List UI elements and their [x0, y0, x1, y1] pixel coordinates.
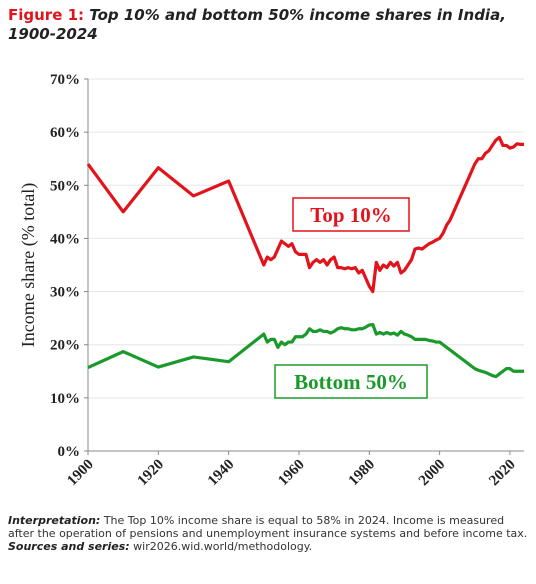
label-box: [292, 197, 410, 232]
notes: Interpretation: The Top 10% income share…: [8, 514, 528, 553]
title: Figure 1: Top 10% and bottom 50% income …: [8, 6, 508, 44]
source-label: Sources and series:: [8, 540, 130, 553]
x-tick-label: 1900: [64, 457, 97, 490]
y-tick-label: 0%: [58, 444, 81, 460]
series-line: [87, 322, 524, 379]
title-prefix: Figure 1:: [8, 6, 85, 24]
series-label: Top 10%: [310, 203, 392, 227]
x-tick-label: 1940: [205, 457, 238, 490]
source: wir2026.wid.world/methodology.: [133, 540, 313, 553]
x-tick-label: 1980: [346, 457, 379, 490]
y-tick-label: 20%: [50, 338, 80, 354]
label-box: [274, 364, 428, 399]
y-axis-label: Income share (% total): [18, 183, 39, 347]
x-tick-label: 1960: [275, 457, 308, 490]
y-tick-label: 30%: [50, 285, 80, 301]
y-tick-label: 70%: [50, 72, 80, 88]
note: The Top 10% income share is equal to 58%…: [8, 514, 528, 540]
chart-title: Top 10% and bottom 50% income shares in …: [8, 6, 506, 43]
note-label: Interpretation:: [8, 514, 101, 527]
series-label: Bottom 50%: [294, 370, 408, 394]
x-tick-label: 1920: [135, 457, 168, 490]
x-tick-label: 2000: [416, 457, 449, 490]
chart: 0% 10% 20% 30% 40% 50% 60% 70% 1900 1920 1940 1960 1…: [18, 72, 524, 490]
y-tick-label: 10%: [50, 391, 80, 407]
x-tick-label: 2020: [486, 457, 519, 490]
y-tick-label: 50%: [50, 178, 80, 194]
y-tick-label: 40%: [50, 231, 80, 247]
y-tick-label: 60%: [50, 125, 80, 141]
series-line: [86, 135, 524, 294]
